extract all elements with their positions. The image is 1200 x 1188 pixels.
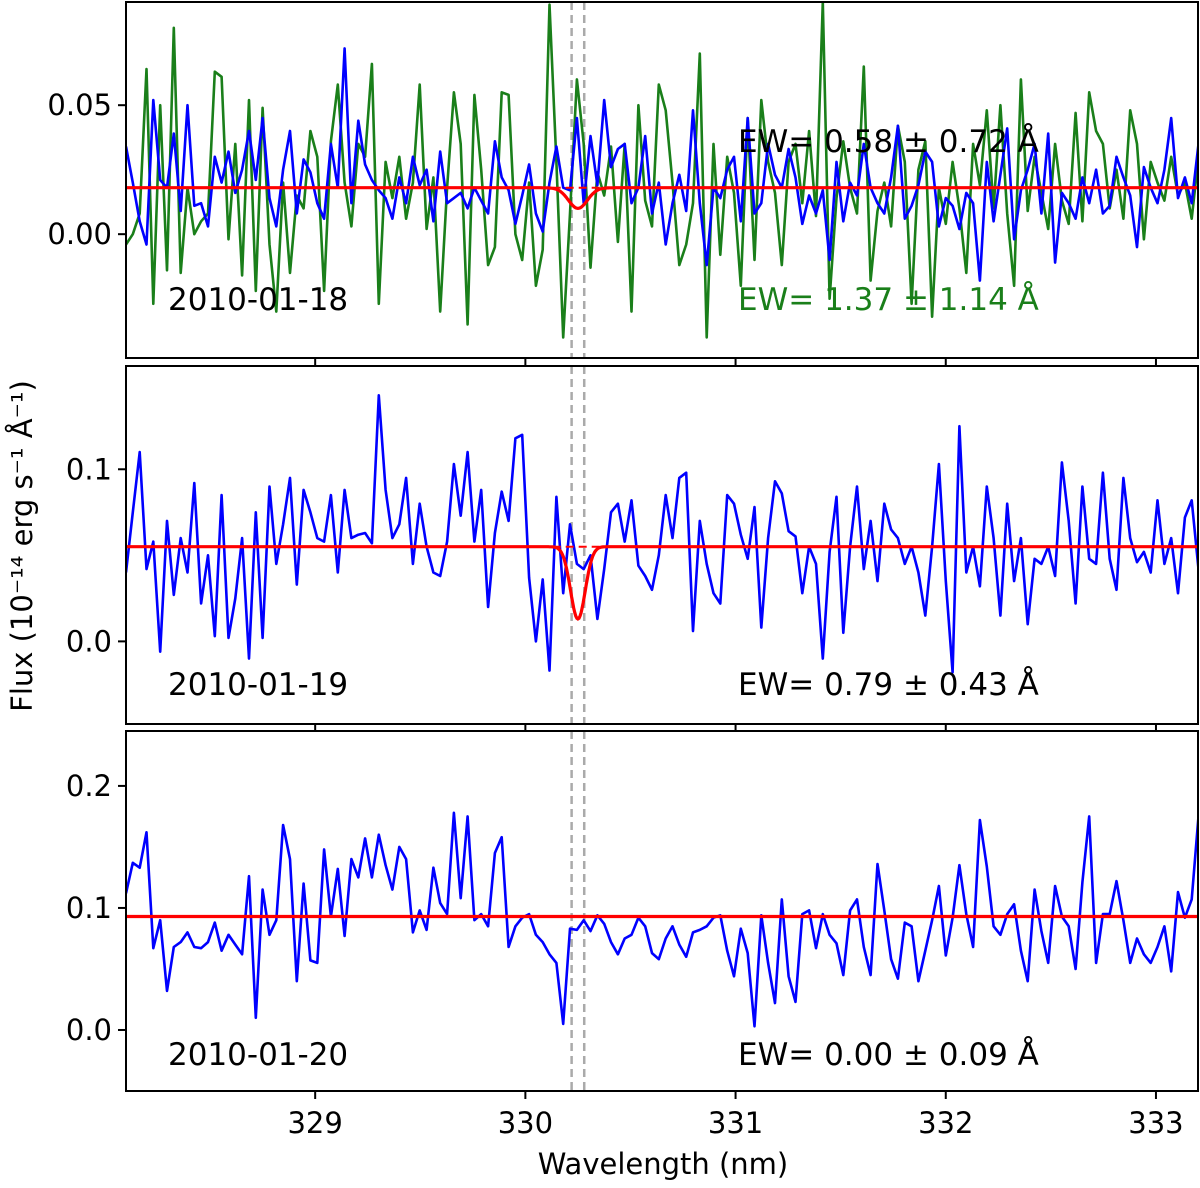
fit-line: [126, 186, 1198, 211]
spectra: [126, 2, 1198, 339]
panel-frame: [125, 365, 1199, 725]
x-tick-label: 332: [918, 1106, 973, 1140]
y-tick-label: 0.00: [47, 217, 112, 251]
series-line-blue-spectrum: [126, 393, 1198, 674]
panel-2010-01-18: 0.00 0.05 2010-01-18 EW= 0.58 ± 0.72 Å EW= 1…: [47, 1, 1199, 366]
line-markers: [570, 731, 586, 1091]
spectra: [126, 811, 1198, 1028]
y-axis-title: Flux (10⁻¹⁴ erg s⁻¹ Å⁻¹): [5, 380, 39, 712]
line-markers: [570, 2, 586, 358]
y-tick-label: 0.1: [66, 452, 112, 486]
date-label: 2010-01-20: [168, 1037, 348, 1073]
y-tick-label: 0.1: [66, 891, 112, 925]
x-tick-label: 329: [287, 1106, 342, 1140]
date-label: 2010-01-19: [168, 667, 348, 703]
line-markers: [570, 366, 586, 724]
panel-frame: [125, 1, 1199, 359]
y-tick-label: 0.05: [47, 88, 112, 122]
panel-frame: [125, 730, 1199, 1092]
panel-2010-01-19: 0.0 0.1 2010-01-19 EW= 0.79 ± 0.43 Å: [66, 365, 1199, 732]
y-tick-label: 0.2: [66, 769, 112, 803]
y-tick-label: 0.0: [66, 624, 112, 658]
x-tick-label: 333: [1128, 1106, 1183, 1140]
x-tick-label: 331: [708, 1106, 763, 1140]
panel-2010-01-20: 0.0 0.1 0.2 329 330 331 332 333 2010-01-20 EW= 0.…: [66, 730, 1199, 1140]
ew-annotation: EW= 0.79 ± 0.43 Å: [738, 667, 1039, 703]
ew-annotation: EW= 0.00 ± 0.09 Å: [738, 1037, 1039, 1073]
series-line-blue-spectrum: [126, 811, 1198, 1028]
series-line-blue-spectrum: [126, 47, 1198, 282]
x-tick-label: 330: [498, 1106, 553, 1140]
ew-annotation: EW= 0.58 ± 0.72 Å: [738, 124, 1039, 160]
y-tick-label: 0.0: [66, 1013, 112, 1047]
spectra: [126, 393, 1198, 674]
ew-annotation: EW= 1.37 ± 1.14 Å: [738, 282, 1039, 318]
x-axis-title: Wavelength (nm): [538, 1147, 789, 1181]
fit-line: [126, 545, 1198, 621]
date-label: 2010-01-18: [168, 282, 348, 318]
series-line-green-spectrum: [126, 2, 1198, 339]
